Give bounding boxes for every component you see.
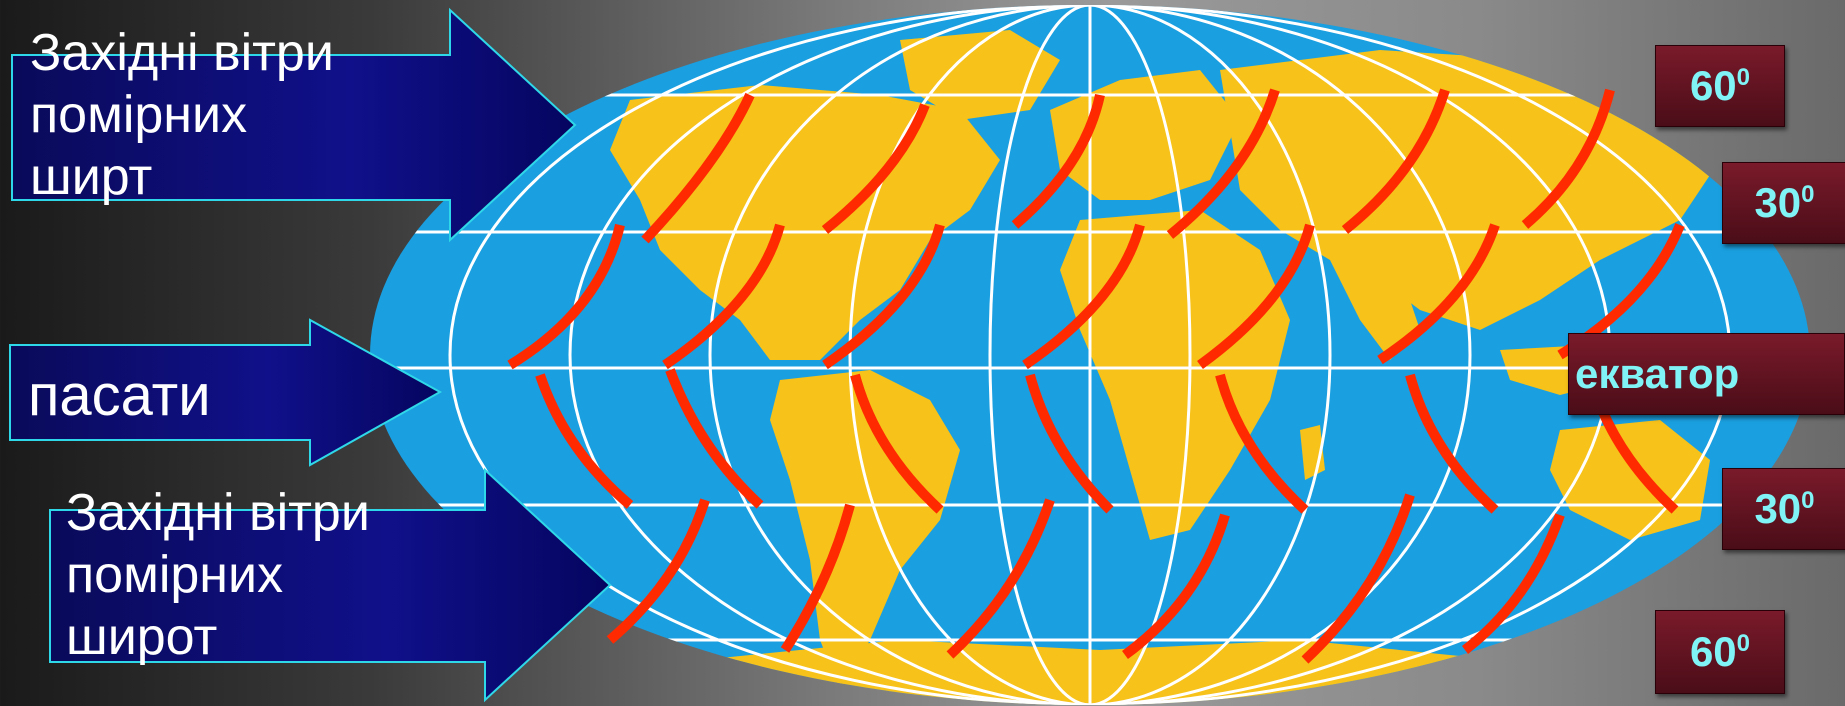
wind-arc [1461,513,1565,654]
latitude-value: 60 [1689,628,1737,675]
wind-arc [1215,373,1309,514]
india [1330,260,1420,360]
equator-text: екватор [1575,350,1740,397]
wind-arc [662,223,785,370]
westerlies-top-label: Західні вітри помірних ширт [30,24,334,206]
south-america [770,370,960,690]
arrow-westerlies-top [11,7,577,243]
latitude-60-north: 60 0 [1655,45,1785,127]
wind-arc [1022,223,1145,370]
wind-arc [1011,93,1105,229]
continents [610,30,1720,705]
westerlies-bottom-label: Західні вітри помірних широт [66,484,370,666]
arrow-westerlies-bottom [49,467,612,703]
degree-sup: 0 [1801,181,1815,208]
wind-arc [1025,373,1114,514]
wind-arc [946,498,1055,659]
wind-arcs [507,88,1685,664]
wind-arc [1197,223,1315,370]
degree-sup: 0 [1736,630,1751,657]
latitude-30-north: 30 0 [1722,162,1845,244]
wind-arc [850,373,944,514]
latitude-value: 60 [1689,62,1737,109]
equator-label: екватор [1568,333,1845,415]
wind-arc [606,498,710,644]
wind-arc [1301,493,1415,664]
wind-arc [821,103,930,234]
latitude-30-south: 30 0 [1722,468,1845,550]
wind-arc [780,503,855,653]
wind-arc [1341,88,1450,234]
asia [1220,50,1720,330]
wind-arc [641,92,755,244]
wind-arc [535,373,634,509]
greenland [900,30,1060,120]
wind-arc [665,368,764,509]
wind-arc [507,223,625,370]
wind-arc [1122,513,1230,660]
degree-sup: 0 [1801,487,1815,514]
wind-arc [1521,88,1615,229]
wind-arc [822,223,945,370]
arrow-trade-winds [9,318,443,467]
latitude-value: 30 [1754,179,1802,226]
degree-sup: 0 [1736,64,1751,91]
wind-arc [1377,223,1500,365]
latitude-value: 30 [1754,485,1802,532]
africa [1060,210,1290,540]
wind-arc [1166,88,1280,239]
wind-arc [1405,373,1499,514]
trade-winds-label: пасати [28,363,211,428]
latitude-60-south: 60 0 [1655,610,1785,694]
